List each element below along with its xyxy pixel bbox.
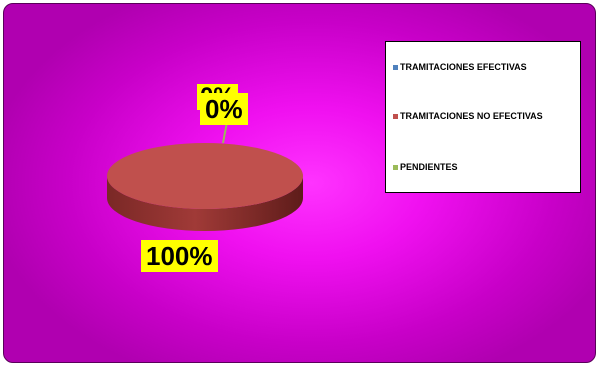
legend-swatch-blue (393, 64, 398, 70)
legend-entry-tramitaciones-no-efectivas: TRAMITACIONES NO EFECTIVAS (393, 111, 543, 121)
pie-chart (107, 121, 303, 231)
legend-swatch-green (393, 164, 398, 170)
legend: TRAMITACIONES EFECTIVAS TRAMITACIONES NO… (385, 41, 581, 193)
legend-label: TRAMITACIONES NO EFECTIVAS (400, 111, 543, 121)
chart-area: 0% 0% 100% TRAMITACIONES EFECTIVAS TRAMI… (3, 3, 596, 363)
pie-slice-tramitaciones-no-efectivas (107, 143, 303, 209)
leader-line (222, 121, 228, 144)
pie-slice-side-tramitaciones-no-efectivas (107, 176, 303, 231)
pie-body (107, 143, 303, 231)
data-label-tramitaciones-no-efectivas: 100% (141, 240, 218, 272)
legend-swatch-red (393, 113, 398, 119)
legend-label: TRAMITACIONES EFECTIVAS (400, 62, 527, 72)
data-label-tramitaciones-efectivas: 0% (200, 93, 248, 125)
legend-entry-pendientes: PENDIENTES (393, 162, 458, 172)
legend-label: PENDIENTES (400, 162, 458, 172)
legend-entry-tramitaciones-efectivas: TRAMITACIONES EFECTIVAS (393, 62, 527, 72)
